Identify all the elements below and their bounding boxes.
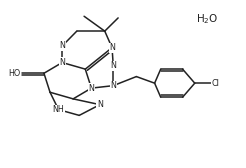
Text: NH: NH	[53, 105, 64, 114]
Text: N: N	[89, 84, 94, 93]
Text: N: N	[59, 41, 65, 51]
Text: N: N	[110, 81, 116, 90]
Text: H$_2$O: H$_2$O	[196, 12, 218, 26]
Text: N: N	[109, 43, 115, 52]
Text: N: N	[110, 61, 116, 70]
Text: Cl: Cl	[212, 79, 219, 88]
Text: HO: HO	[9, 69, 21, 78]
Text: N: N	[59, 58, 65, 67]
Text: N: N	[97, 100, 103, 109]
